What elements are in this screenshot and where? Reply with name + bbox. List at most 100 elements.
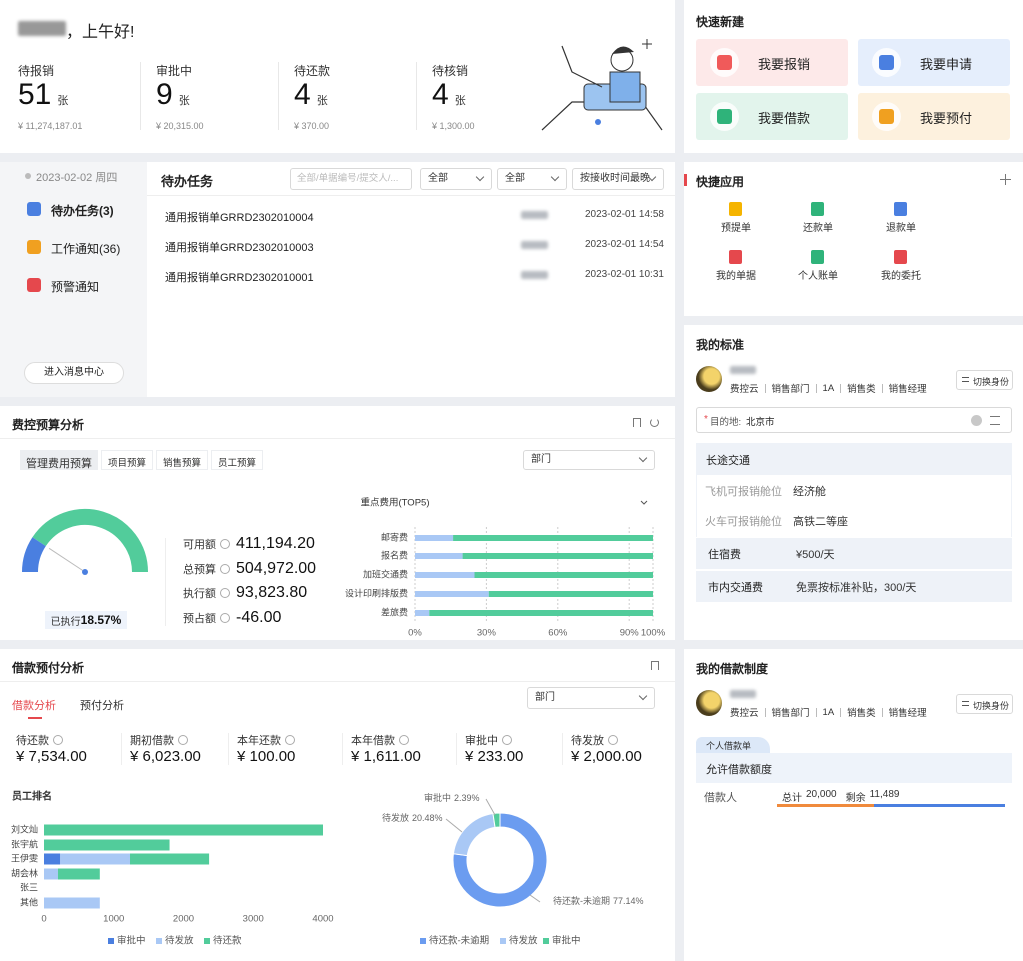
tab-label: 项目预算 [107, 458, 146, 469]
slice-value: 2.39% [454, 793, 480, 803]
illustration-shape [609, 71, 641, 103]
divider [0, 438, 675, 439]
legend-swatch [204, 938, 210, 944]
legend-label: 待还款 [213, 935, 242, 947]
quick-app[interactable]: 退款单 [871, 200, 931, 240]
quick-app[interactable]: 我的单据 [706, 248, 766, 288]
metric-label: 期初借款 [130, 735, 174, 747]
app-icon [894, 202, 907, 216]
quick-create-button[interactable]: 我要借款 [696, 93, 848, 140]
quick-app[interactable]: 个人账单 [788, 248, 848, 288]
gauge-value [22, 537, 46, 573]
budget-tab[interactable]: 管理费用预算 [20, 450, 98, 470]
avatar [696, 366, 722, 392]
budget-charts: 重点费用(TOP5) 0% 30% 60% 90% 100% 邮寄费报名费加班交通费设计印刷… [22, 497, 666, 639]
quick-create-button[interactable]: 我要报销 [696, 39, 848, 86]
section-title: 待办任务 [161, 174, 214, 189]
switch-button[interactable]: 切换身份 [956, 694, 1013, 714]
message-tab[interactable]: 工作通知(36) [0, 232, 147, 262]
tag: 销售类 [847, 708, 876, 719]
total-text: 20,000 [806, 789, 837, 800]
divider [456, 733, 457, 765]
select[interactable]: 部门 [523, 450, 655, 470]
separator [815, 383, 817, 393]
separator [840, 707, 842, 717]
budget-tab[interactable]: 员工预算 [211, 450, 263, 470]
tab-label: 员工预算 [217, 458, 256, 469]
quick-app[interactable]: 预提单 [706, 200, 766, 240]
switch-button[interactable]: 切换身份 [956, 370, 1013, 390]
legend-label: 审批中 [552, 935, 581, 947]
switch-icon [962, 701, 969, 706]
stat-amount: ¥ 370.00 [294, 121, 330, 131]
illustration-shape [612, 46, 634, 54]
search-input[interactable]: 全部/单据编号/提交人/... [290, 168, 412, 190]
loan-tab: 借款分析 [12, 700, 56, 712]
metric-value: ¥ 100.00 [237, 748, 296, 765]
blurred-name [18, 21, 66, 36]
totals: 总计 20,000 剩余 11,489 [782, 789, 899, 804]
divider [0, 681, 675, 682]
section-body [696, 475, 1012, 537]
metric-label: 本年借款 [351, 735, 395, 747]
select[interactable]: 全部 [497, 168, 567, 190]
status-dot [25, 173, 31, 179]
slice-category: 待还款-未逾期 [553, 895, 610, 906]
button-label: 我要预付 [920, 111, 973, 126]
stat-label: 审批中 [156, 64, 193, 78]
quick-create-button[interactable]: 我要申请 [858, 39, 1010, 86]
tag: 销售部门 [771, 384, 810, 395]
required-mark: * [704, 414, 708, 425]
message-center-button[interactable]: 进入消息中心 [24, 362, 124, 384]
bar-segment [44, 868, 58, 880]
chevron-icon [640, 500, 648, 505]
row-label: 借款人 [704, 792, 737, 804]
leader-line [485, 798, 496, 816]
total-text: 总计 [782, 793, 802, 804]
clear-icon [971, 415, 982, 426]
divider [342, 733, 343, 765]
loan-metric: 本年借款 [351, 732, 415, 748]
refresh-icon [650, 418, 659, 427]
donut-segment [452, 812, 496, 857]
select[interactable]: 部门 [527, 687, 655, 709]
metric-label: 待还款 [16, 735, 49, 747]
quick-create-button[interactable]: 我要预付 [858, 93, 1010, 140]
bar-segment [415, 572, 475, 578]
panel-title: 我的标准 [696, 338, 745, 352]
x-tick-label: 0 [41, 914, 46, 925]
tab-icon [27, 202, 41, 216]
budget-tab[interactable]: 销售预算 [156, 450, 208, 470]
x-tick-label: 3000 [243, 914, 264, 925]
illustration-shape [561, 45, 603, 88]
x-tick-label: 2000 [173, 914, 194, 925]
stat-unit: 张 [178, 95, 190, 107]
slice-category: 待发放 [382, 812, 409, 823]
budget-metric: 执行额 93,823.80 [183, 584, 307, 602]
blurred-text [730, 690, 756, 698]
loan-metric: 期初借款 [130, 732, 194, 748]
metric-label: 总预算 [183, 563, 216, 576]
y-tick-label: 邮寄费 [381, 531, 408, 542]
divider [165, 538, 166, 626]
policy-tab: 个人借款单 [696, 737, 770, 753]
destination-input[interactable]: * 目的地: 北京市 [696, 407, 1012, 433]
metric-label: 本年还款 [237, 735, 281, 747]
message-tab[interactable]: 待办任务(3) [0, 194, 147, 224]
slice-label: 审批中 2.39% [424, 792, 480, 803]
todo-date: 2023-02-01 14:58 [585, 209, 664, 220]
quick-app[interactable]: 我的委托 [871, 248, 931, 288]
select-value: 部门 [531, 454, 551, 465]
quick-app[interactable]: 还款单 [788, 200, 848, 240]
stat-amount: ¥ 20,315.00 [156, 121, 204, 131]
select[interactable]: 按接收时间最晚 [572, 168, 664, 190]
budget-tab[interactable]: 项目预算 [101, 450, 153, 470]
help-icon [220, 612, 230, 623]
separator [815, 707, 817, 717]
select[interactable]: 全部 [420, 168, 492, 190]
bar-segment [453, 535, 653, 541]
message-tab[interactable]: 预警通知 [0, 270, 147, 300]
